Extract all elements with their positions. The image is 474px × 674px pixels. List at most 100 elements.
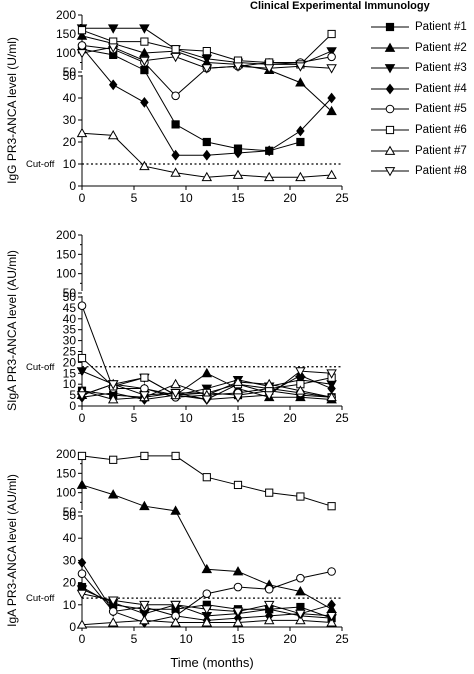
x-tick-label: 25 (335, 411, 349, 425)
chart-panel-3: 50 100 150 200 0 10 20 30 40 50 0 5 10 15 20 25 IgA PR3-… (5, 447, 349, 670)
x-tick-label: 5 (131, 411, 138, 425)
x-axis-label: Time (months) (170, 655, 253, 670)
legend-item-patient-4: Patient #4 (370, 81, 474, 102)
data-point (140, 451, 149, 461)
data-point (139, 160, 150, 171)
data-point (296, 125, 305, 137)
y-axis-label: IgG PR3-ANCA level (U/ml) (5, 37, 19, 184)
legend-item-patient-7: Patient #7 (370, 143, 474, 164)
x-tick-label: 10 (179, 632, 193, 646)
data-point (232, 607, 244, 617)
data-point (139, 24, 150, 34)
data-point (295, 586, 306, 596)
data-point (202, 149, 212, 161)
data-point (139, 56, 150, 67)
cutoff-label: Cut-off (26, 159, 55, 170)
legend-item-patient-6: Patient #6 (370, 122, 474, 143)
data-point (139, 47, 150, 57)
data-point (171, 451, 180, 461)
legend-marker-patient-3 (371, 64, 409, 74)
legend-label: Patient #1 (415, 21, 467, 33)
legend-marker-patient-2 (371, 42, 409, 52)
data-point (202, 47, 211, 56)
data-point (296, 137, 305, 147)
legend-label: Patient #6 (415, 123, 467, 136)
data-point (107, 129, 119, 140)
data-point (201, 171, 213, 182)
series-patient-2 (76, 479, 337, 614)
data-point (263, 614, 275, 625)
data-point (202, 589, 212, 599)
y-tick-label: 50 (63, 509, 77, 523)
data-point (77, 451, 87, 461)
data-point (76, 391, 88, 401)
data-point (232, 62, 244, 72)
data-point (170, 617, 181, 627)
y-axis-label: IgA PR3-ANCA level (AU/ml) (5, 474, 19, 627)
x-tick-label: 15 (231, 411, 245, 425)
data-point (140, 66, 149, 75)
x-tick-label: 10 (179, 191, 193, 205)
data-point (327, 567, 336, 576)
data-point (202, 137, 211, 147)
data-point (140, 373, 149, 382)
data-point (263, 391, 275, 401)
data-point (201, 367, 213, 378)
data-point (327, 92, 336, 104)
data-point (295, 609, 306, 620)
data-point (76, 367, 88, 377)
data-point (295, 77, 306, 87)
y-tick-label: 20 (63, 355, 77, 369)
x-tick-label: 20 (283, 191, 297, 205)
data-point (107, 617, 119, 627)
data-point (201, 54, 213, 65)
data-point (76, 619, 88, 629)
y-tick-label: 200 (56, 8, 76, 22)
x-tick-label: 10 (179, 411, 193, 425)
legend-item-patient-5: Patient #5 (370, 101, 474, 122)
y-tick-label: 20 (63, 135, 77, 149)
data-point (326, 612, 337, 622)
legend-label: Patient #8 (415, 165, 467, 178)
data-point (232, 393, 244, 403)
data-point (170, 389, 181, 399)
data-point (170, 378, 181, 389)
y-tick-label: 40 (63, 312, 77, 326)
data-point (77, 26, 87, 35)
y-tick-label: 200 (56, 228, 76, 242)
x-tick-label: 25 (335, 191, 349, 205)
x-tick-label: 15 (231, 191, 245, 205)
data-point (295, 614, 306, 625)
y-tick-label: 30 (63, 334, 77, 348)
data-point (139, 500, 150, 511)
x-tick-label: 5 (131, 191, 138, 205)
legend-marker-patient-7 (371, 145, 409, 155)
series-patient-6 (77, 451, 336, 511)
legend-label: Patient #2 (415, 41, 467, 54)
legend-marker-patient-5 (371, 105, 409, 114)
data-point (139, 391, 150, 401)
data-point (296, 492, 305, 501)
data-point (170, 600, 181, 611)
legend-marker-patient-6 (371, 125, 409, 135)
y-tick-label: 30 (63, 553, 77, 567)
data-point (107, 489, 119, 499)
data-point (264, 584, 274, 594)
data-point (232, 376, 244, 386)
y-tick-label: 150 (56, 27, 76, 41)
legend-marker-patient-4 (371, 83, 409, 95)
series-patient-5 (77, 567, 336, 621)
y-tick-label: 15 (63, 366, 77, 380)
x-tick-label: 20 (283, 632, 297, 646)
y-tick-label: 35 (63, 323, 77, 337)
data-point (326, 169, 337, 179)
legend-label: Patient #3 (415, 62, 467, 75)
data-point (140, 96, 149, 108)
data-point (77, 353, 87, 363)
legend-symbol (385, 125, 395, 135)
legend-item-patient-3: Patient #3 (370, 60, 474, 81)
data-point (326, 105, 337, 116)
data-point (233, 582, 243, 592)
cutoff-label: Cut-off (26, 593, 55, 604)
